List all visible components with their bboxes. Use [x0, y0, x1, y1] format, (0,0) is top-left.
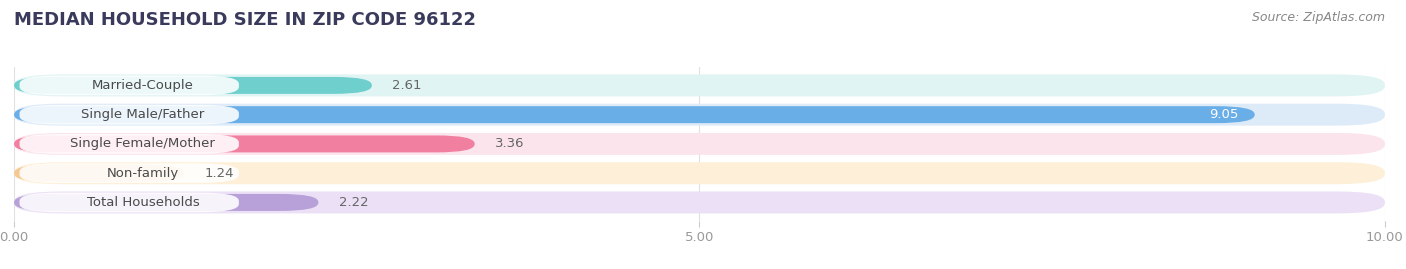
FancyBboxPatch shape — [14, 77, 371, 94]
Text: MEDIAN HOUSEHOLD SIZE IN ZIP CODE 96122: MEDIAN HOUSEHOLD SIZE IN ZIP CODE 96122 — [14, 11, 477, 29]
FancyBboxPatch shape — [20, 105, 239, 125]
Text: 3.36: 3.36 — [495, 137, 524, 150]
Text: 9.05: 9.05 — [1209, 108, 1239, 121]
Text: Total Households: Total Households — [87, 196, 200, 209]
FancyBboxPatch shape — [14, 165, 184, 182]
FancyBboxPatch shape — [14, 75, 1385, 96]
FancyBboxPatch shape — [20, 193, 239, 212]
Text: Source: ZipAtlas.com: Source: ZipAtlas.com — [1251, 11, 1385, 24]
FancyBboxPatch shape — [14, 106, 1254, 123]
FancyBboxPatch shape — [14, 133, 1385, 155]
FancyBboxPatch shape — [14, 194, 318, 211]
Text: Non-family: Non-family — [107, 167, 179, 180]
FancyBboxPatch shape — [20, 76, 239, 95]
Text: Married-Couple: Married-Couple — [91, 79, 194, 92]
FancyBboxPatch shape — [20, 134, 239, 154]
Text: Single Male/Father: Single Male/Father — [82, 108, 204, 121]
FancyBboxPatch shape — [14, 104, 1385, 126]
FancyBboxPatch shape — [14, 135, 475, 153]
FancyBboxPatch shape — [14, 192, 1385, 213]
FancyBboxPatch shape — [14, 162, 1385, 184]
Text: 2.22: 2.22 — [339, 196, 368, 209]
Text: Single Female/Mother: Single Female/Mother — [70, 137, 215, 150]
Text: 2.61: 2.61 — [392, 79, 422, 92]
FancyBboxPatch shape — [20, 163, 239, 183]
Text: 1.24: 1.24 — [205, 167, 235, 180]
